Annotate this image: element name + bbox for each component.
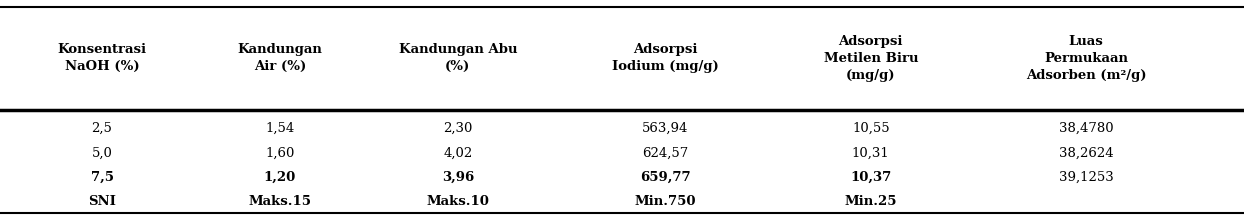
Text: 4,02: 4,02: [443, 146, 473, 160]
Text: 624,57: 624,57: [642, 146, 689, 160]
Text: Min.25: Min.25: [845, 195, 897, 208]
Text: Luas
Permukaan
Adsorben (m²/g): Luas Permukaan Adsorben (m²/g): [1026, 35, 1146, 82]
Text: 659,77: 659,77: [641, 170, 690, 184]
Text: 1,60: 1,60: [265, 146, 295, 160]
Text: 5,0: 5,0: [92, 146, 112, 160]
Text: 3,96: 3,96: [442, 170, 474, 184]
Text: 38,2624: 38,2624: [1059, 146, 1113, 160]
Text: Kandungan Abu
(%): Kandungan Abu (%): [398, 43, 518, 73]
Text: Kandungan
Air (%): Kandungan Air (%): [238, 43, 322, 73]
Text: 563,94: 563,94: [642, 122, 689, 135]
Text: 39,1253: 39,1253: [1059, 170, 1113, 184]
Text: 10,55: 10,55: [852, 122, 889, 135]
Text: Maks.10: Maks.10: [427, 195, 489, 208]
Text: 2,30: 2,30: [443, 122, 473, 135]
Text: Adsorpsi
Metilen Biru
(mg/g): Adsorpsi Metilen Biru (mg/g): [824, 35, 918, 82]
Text: Min.750: Min.750: [634, 195, 697, 208]
Text: 38,4780: 38,4780: [1059, 122, 1113, 135]
Text: Adsorpsi
Iodium (mg/g): Adsorpsi Iodium (mg/g): [612, 43, 719, 73]
Text: 1,20: 1,20: [264, 170, 296, 184]
Text: Konsentrasi
NaOH (%): Konsentrasi NaOH (%): [57, 43, 147, 73]
Text: 7,5: 7,5: [91, 170, 113, 184]
Text: Maks.15: Maks.15: [249, 195, 311, 208]
Text: SNI: SNI: [88, 195, 116, 208]
Text: 1,54: 1,54: [265, 122, 295, 135]
Text: 10,37: 10,37: [850, 170, 892, 184]
Text: 10,31: 10,31: [852, 146, 889, 160]
Text: 2,5: 2,5: [92, 122, 112, 135]
